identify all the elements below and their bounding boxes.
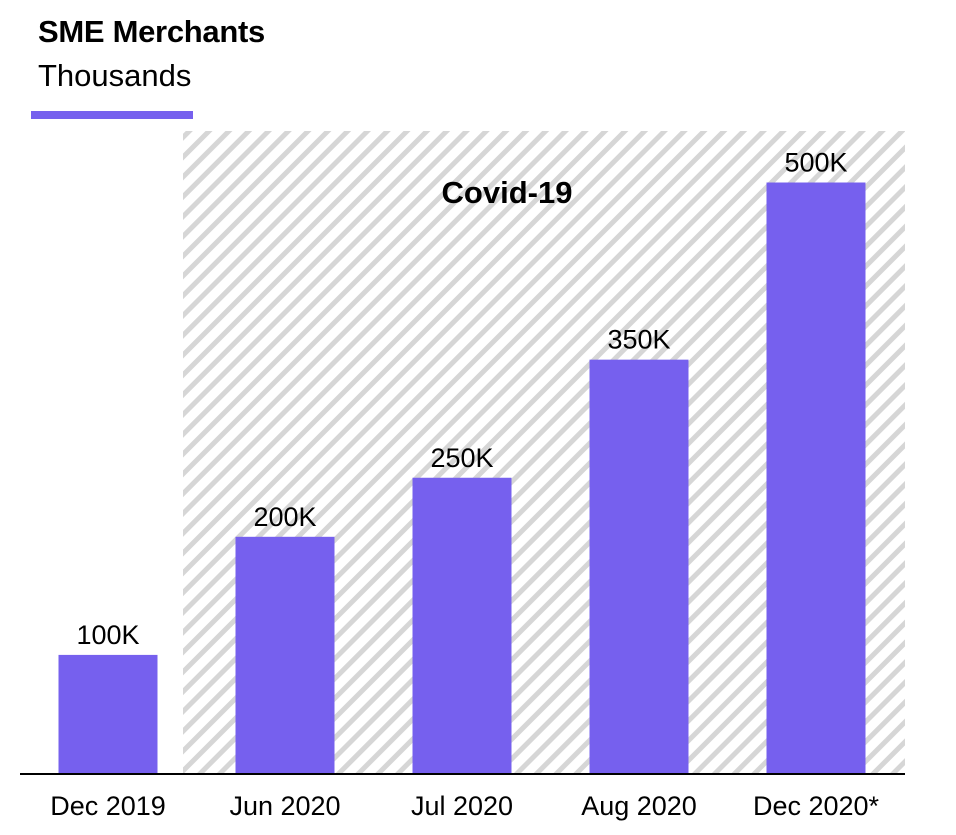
data-label-2: 250K [430,443,493,473]
chart-title: SME Merchants [38,14,265,49]
bar-3 [589,359,689,773]
x-tick-label-3: Aug 2020 [581,791,697,821]
x-tick-label-4: Dec 2020* [753,791,880,821]
data-label-4: 500K [784,148,847,178]
bar-4 [766,182,866,773]
data-label-3: 350K [607,325,670,355]
covid-annotation: Covid-19 [442,175,573,210]
x-tick-label-0: Dec 2019 [50,791,166,821]
x-tick-label-2: Jul 2020 [411,791,513,821]
bar-0 [58,654,158,773]
bar-1 [235,536,335,773]
chart-subtitle: Thousands [38,58,192,93]
bars-layer: 100K Dec 2019 200K Jun 2020 250K Jul 2020 350K… [50,148,879,822]
data-label-0: 100K [76,620,139,650]
x-tick-label-1: Jun 2020 [229,791,340,821]
bar-2 [412,477,512,773]
title-accent-line [31,111,193,119]
data-label-1: 200K [253,502,316,532]
